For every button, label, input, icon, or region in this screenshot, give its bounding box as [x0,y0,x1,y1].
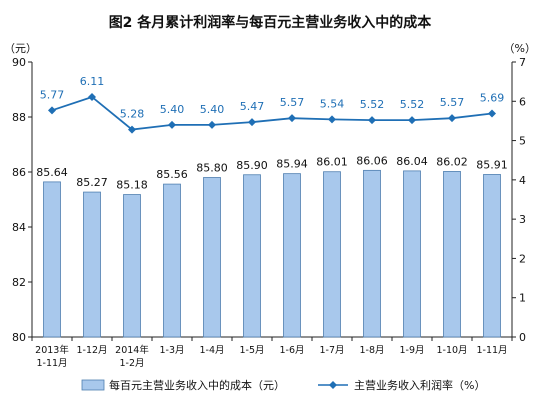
right-tick-label: 0 [519,331,526,344]
x-tick-label: 2014年 [115,344,149,356]
line-point [288,114,296,123]
bar [403,170,421,338]
bar-value-label: 85.91 [476,158,508,171]
bar [203,177,221,338]
x-tick-label: 2013年 [35,344,69,356]
line-point [408,116,416,125]
left-axis-unit: （元） [4,42,37,55]
bar-value-label: 85.18 [116,179,148,192]
bar-value-label: 85.56 [156,168,188,181]
legend-line-label: 主营业务收入利润率（%） [354,378,485,392]
bar-value-label: 85.80 [196,162,228,175]
bar-value-label: 85.64 [36,166,68,179]
left-tick-label: 90 [12,56,26,69]
bar [323,171,341,338]
x-tick-label: 1-9月 [399,345,424,356]
line-point [48,106,56,115]
line-value-label: 5.52 [360,98,385,111]
x-tick-label: 1-3月 [159,345,184,356]
left-tick-label: 82 [12,276,26,289]
bar-value-label: 85.27 [76,176,108,189]
line-value-label: 5.57 [280,96,305,109]
line-value-label: 5.54 [320,97,345,110]
x-tick-label: 1-11月 [476,345,507,356]
x-tick-label: 1-10月 [436,345,467,356]
line-value-label: 5.28 [120,108,145,121]
x-tick-label: 1-2月 [119,358,144,369]
left-tick-label: 86 [12,166,26,179]
right-tick-label: 5 [519,135,526,148]
bar-value-label: 85.94 [276,158,308,171]
chart-title: 图2 各月累计利润率与每百元主营业务收入中的成本 [109,14,433,31]
line-point [448,114,456,123]
left-tick-label: 84 [12,221,26,234]
bar [443,171,461,338]
left-tick-label: 88 [12,111,26,124]
right-tick-label: 2 [519,252,526,265]
right-tick-label: 7 [519,56,526,69]
x-tick-label: 1-5月 [239,345,264,356]
left-tick-label: 80 [12,331,26,344]
right-tick-label: 4 [519,174,526,187]
bar [83,191,101,338]
bar [363,169,381,338]
line-path [51,95,493,131]
x-tick-label: 1-6月 [279,345,304,356]
x-tick-label: 1-8月 [359,345,384,356]
line-point [88,92,96,101]
axes: 80 82 84 86 88 90 0 1 2 3 4 5 6 7 [12,56,526,344]
line-value-label: 5.57 [440,96,465,109]
line-point [128,125,136,134]
line-value-label: 6.11 [80,75,105,88]
bar-series: 85.64 85.27 85.18 85.56 85.80 85.90 85.94 86.01… [36,154,508,338]
line-value-label: 5.77 [40,88,65,101]
line-point [328,115,336,124]
legend: 每百元主营业务收入中的成本（元） 主营业务收入利润率（%） [81,378,485,392]
x-axis-ticks: 2013年 1-11月 1-12月 2014年 1-2月 1-3月 1-4月 1-5月 1-6月… [35,344,507,369]
right-tick-label: 6 [519,95,526,108]
line-series: 5.77 6.11 5.28 5.40 5.40 5.47 5.57 5.54 5.52 5.52… [40,75,505,134]
right-tick-label: 3 [519,213,526,226]
line-value-label: 5.40 [200,103,225,116]
bar [43,181,61,338]
bar [283,173,301,338]
line-value-label: 5.69 [480,91,505,104]
right-axis-unit: （%） [504,42,536,55]
x-tick-label: 1-11月 [36,358,67,369]
line-value-label: 5.40 [160,103,185,116]
bar-value-label: 86.06 [356,154,388,167]
line-point [248,118,256,127]
line-point [168,120,176,129]
bar-value-label: 86.04 [396,155,428,168]
bar [163,183,181,338]
x-tick-label: 1-7月 [319,345,344,356]
right-tick-label: 1 [519,292,526,305]
bar-value-label: 86.01 [316,156,348,169]
line-point [488,109,496,118]
legend-bar-swatch [81,379,105,391]
bar [123,194,141,338]
legend-bar-label: 每百元主营业务收入中的成本（元） [109,378,285,392]
bar [243,174,261,338]
x-tick-label: 1-4月 [199,345,224,356]
x-tick-label: 1-12月 [76,345,107,356]
bar-value-label: 85.90 [236,159,268,172]
line-point [368,116,376,125]
line-value-label: 5.52 [400,98,425,111]
bar-value-label: 86.02 [436,155,468,168]
bar [483,174,501,338]
line-value-label: 5.47 [240,100,265,113]
legend-line-marker [329,381,337,389]
line-point [208,120,216,129]
